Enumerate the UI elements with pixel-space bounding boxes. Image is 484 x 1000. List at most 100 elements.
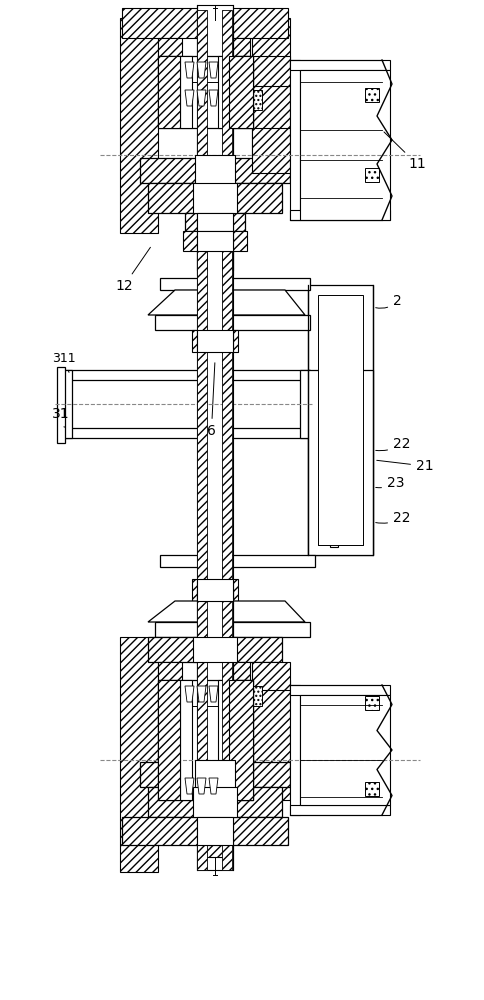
- Bar: [160, 555, 314, 567]
- Bar: [62, 370, 72, 438]
- Polygon shape: [184, 90, 194, 106]
- Bar: [289, 805, 389, 815]
- Polygon shape: [209, 778, 217, 794]
- Bar: [289, 685, 389, 695]
- Text: 311: 311: [52, 352, 76, 372]
- Bar: [252, 680, 289, 800]
- Text: 23: 23: [375, 476, 404, 490]
- Bar: [158, 662, 182, 680]
- Bar: [289, 210, 389, 220]
- Polygon shape: [209, 62, 217, 78]
- Bar: [197, 251, 207, 590]
- Bar: [140, 762, 289, 787]
- Bar: [318, 380, 362, 545]
- Text: 11: 11: [383, 132, 425, 171]
- Bar: [252, 56, 289, 86]
- Bar: [193, 637, 237, 662]
- Bar: [197, 213, 232, 231]
- Bar: [228, 680, 253, 800]
- Bar: [155, 315, 309, 330]
- Bar: [148, 183, 281, 213]
- Bar: [192, 579, 238, 601]
- Bar: [364, 782, 378, 796]
- Bar: [197, 5, 232, 275]
- Bar: [289, 60, 300, 220]
- Bar: [318, 295, 362, 545]
- Text: 22: 22: [375, 437, 409, 451]
- Bar: [195, 155, 235, 185]
- Bar: [307, 285, 372, 555]
- Bar: [197, 579, 232, 601]
- Bar: [197, 590, 232, 870]
- Bar: [197, 590, 207, 870]
- Bar: [227, 662, 249, 680]
- Bar: [195, 760, 235, 790]
- Bar: [158, 56, 253, 128]
- Bar: [289, 60, 389, 70]
- Text: 31: 31: [52, 407, 70, 427]
- Polygon shape: [148, 601, 304, 622]
- Bar: [228, 56, 253, 128]
- Bar: [197, 330, 232, 352]
- Bar: [158, 680, 253, 800]
- Bar: [329, 378, 337, 478]
- Bar: [182, 231, 246, 251]
- Bar: [122, 817, 287, 845]
- Bar: [140, 158, 289, 183]
- Polygon shape: [197, 686, 206, 702]
- Bar: [193, 787, 237, 817]
- Bar: [148, 637, 281, 662]
- Bar: [222, 10, 231, 270]
- Bar: [204, 352, 226, 364]
- Bar: [300, 70, 389, 220]
- Polygon shape: [148, 290, 304, 315]
- Polygon shape: [209, 90, 217, 106]
- Bar: [197, 817, 232, 845]
- Bar: [180, 680, 192, 800]
- Bar: [192, 330, 238, 352]
- Bar: [300, 370, 309, 438]
- Bar: [289, 685, 300, 815]
- Bar: [249, 56, 261, 76]
- Bar: [120, 637, 158, 872]
- Bar: [180, 56, 192, 128]
- Bar: [329, 462, 337, 547]
- Text: 22: 22: [375, 511, 409, 525]
- Bar: [364, 696, 378, 710]
- Bar: [227, 38, 249, 56]
- Bar: [148, 787, 281, 817]
- Bar: [204, 845, 226, 857]
- Text: 2: 2: [375, 294, 401, 308]
- Bar: [160, 278, 309, 290]
- Bar: [158, 56, 180, 128]
- Bar: [217, 680, 253, 800]
- Bar: [155, 622, 309, 637]
- Text: 6: 6: [207, 363, 215, 438]
- Bar: [193, 183, 237, 213]
- Bar: [57, 367, 65, 443]
- Polygon shape: [184, 686, 194, 702]
- Bar: [197, 231, 232, 251]
- Polygon shape: [209, 686, 217, 702]
- Bar: [252, 662, 289, 690]
- Polygon shape: [197, 778, 206, 794]
- Bar: [300, 695, 389, 805]
- Polygon shape: [184, 62, 194, 78]
- Bar: [252, 128, 289, 173]
- Bar: [222, 590, 231, 870]
- Polygon shape: [197, 90, 206, 106]
- Bar: [184, 213, 244, 231]
- Bar: [122, 8, 287, 38]
- Text: 12: 12: [115, 247, 150, 293]
- Bar: [62, 370, 309, 380]
- Bar: [252, 18, 289, 158]
- Bar: [249, 686, 261, 706]
- Bar: [62, 428, 309, 438]
- Bar: [217, 56, 253, 128]
- Bar: [204, 567, 226, 579]
- Polygon shape: [184, 778, 194, 794]
- Bar: [307, 370, 372, 555]
- Bar: [249, 90, 261, 110]
- Bar: [327, 458, 339, 466]
- Text: 21: 21: [376, 459, 433, 473]
